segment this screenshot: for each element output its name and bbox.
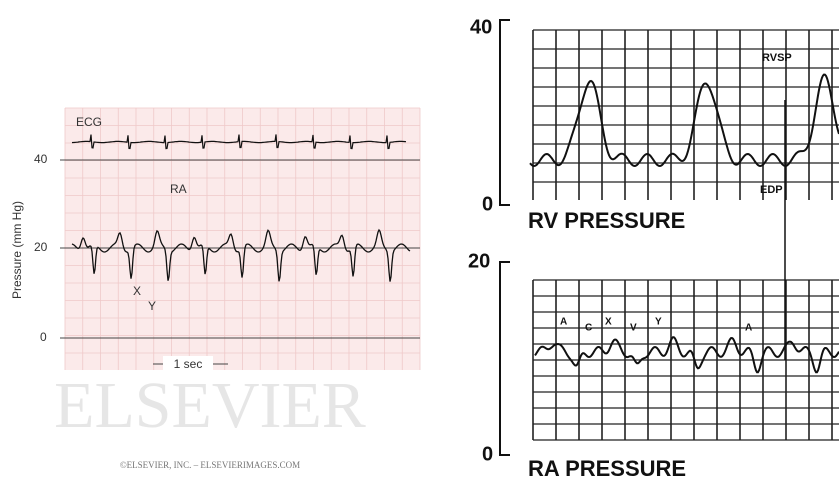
rv-bracket [499, 19, 510, 206]
left-grid [64, 107, 421, 370]
y-axis-label: Pressure (mm Hg) [10, 201, 24, 299]
edp-label: EDP [760, 184, 783, 196]
scale-label: 1 sec [174, 357, 203, 371]
y-wave-label: Y [148, 299, 156, 313]
rv-trace [529, 73, 839, 168]
ra-trace-left [71, 228, 411, 282]
x-wave-label: X [133, 284, 141, 298]
ra-wave-mark: Y [655, 317, 662, 328]
copyright: ©ELSEVIER, INC. – ELSEVIERIMAGES.COM [120, 460, 300, 470]
rv-grid [532, 29, 839, 200]
ra-wave-mark: A [745, 323, 752, 334]
ecg-trace [71, 134, 407, 150]
rvsp-label: RVSP [762, 52, 792, 64]
ra-wave-mark: V [630, 323, 637, 334]
ra-title: RA PRESSURE [528, 456, 686, 481]
scale-bg [163, 356, 213, 372]
ra-wave-mark: A [560, 317, 567, 328]
ra-top-tick: 20 [468, 250, 490, 272]
ra-bottom-tick: 0 [482, 443, 493, 465]
rv-top-tick: 40 [470, 16, 492, 38]
ra-label: RA [170, 182, 187, 196]
waveforms [71, 73, 839, 374]
ra-bracket [499, 261, 510, 456]
rv-bottom-tick: 0 [482, 193, 493, 215]
watermark: ELSEVIER [54, 369, 366, 442]
rv-title: RV PRESSURE [528, 208, 685, 233]
y-tick-label: 40 [34, 152, 48, 166]
ecg-label: ECG [76, 115, 102, 129]
y-tick-label: 0 [40, 330, 47, 344]
ra-wave-mark: X [605, 317, 612, 328]
ra-wave-mark: C [585, 323, 592, 334]
y-tick-label: 20 [34, 240, 48, 254]
ra-trace-right [534, 336, 839, 374]
ra-grid [532, 279, 839, 441]
